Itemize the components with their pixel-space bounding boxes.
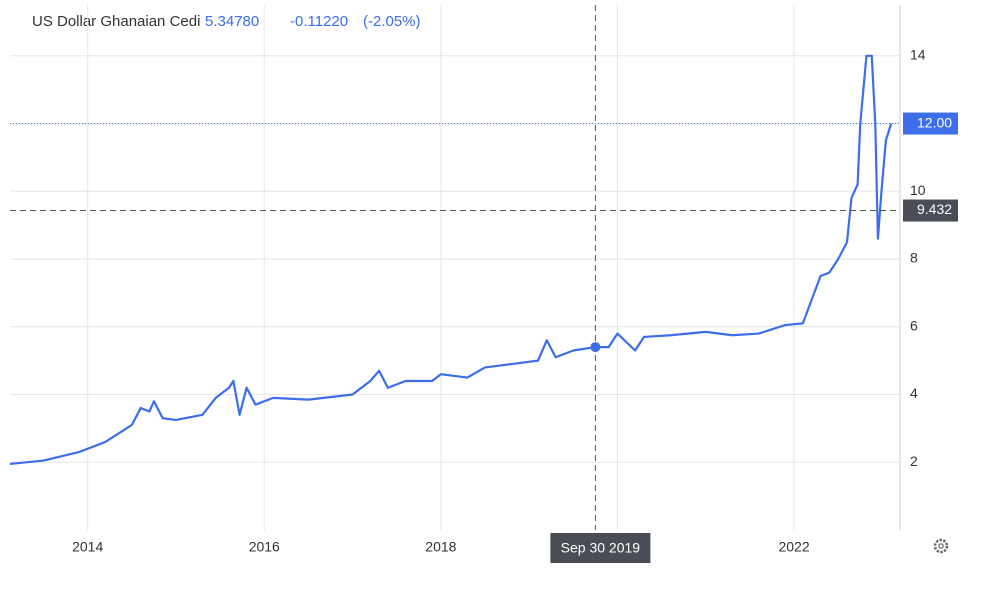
x-tick-label: 2022 — [778, 539, 809, 555]
gear-inner — [938, 543, 944, 549]
y-tick-label: 4 — [910, 385, 918, 401]
last-value-label: 12.00 — [917, 114, 952, 130]
x-tick-label: 2016 — [249, 539, 280, 555]
y-tick-label: 10 — [910, 182, 926, 198]
last-value-box — [903, 112, 958, 135]
quote-change-pct: (-2.05%) — [363, 13, 421, 30]
y-tick-label: 8 — [910, 250, 918, 266]
crosshair-y-label: 9.432 — [917, 201, 952, 217]
x-tick-label: 2018 — [425, 539, 456, 555]
quote-change: -0.11220 — [290, 13, 348, 30]
series-name: US Dollar Ghanaian Cedi — [32, 13, 200, 30]
quote-price: 5.34780 — [205, 13, 259, 30]
hover-marker — [590, 342, 601, 353]
gear-outer — [933, 538, 949, 554]
crosshair-x-label: Sep 30 2019 — [561, 540, 641, 556]
y-tick-label: 14 — [910, 47, 926, 63]
crosshair-x-box — [550, 533, 651, 563]
x-tick-label: 2014 — [72, 539, 103, 555]
y-tick-label: 2 — [910, 453, 918, 469]
settings-icon[interactable] — [933, 538, 949, 554]
price-line — [9, 54, 893, 466]
y-tick-label: 6 — [910, 317, 918, 333]
crosshair-y-box — [903, 199, 958, 222]
